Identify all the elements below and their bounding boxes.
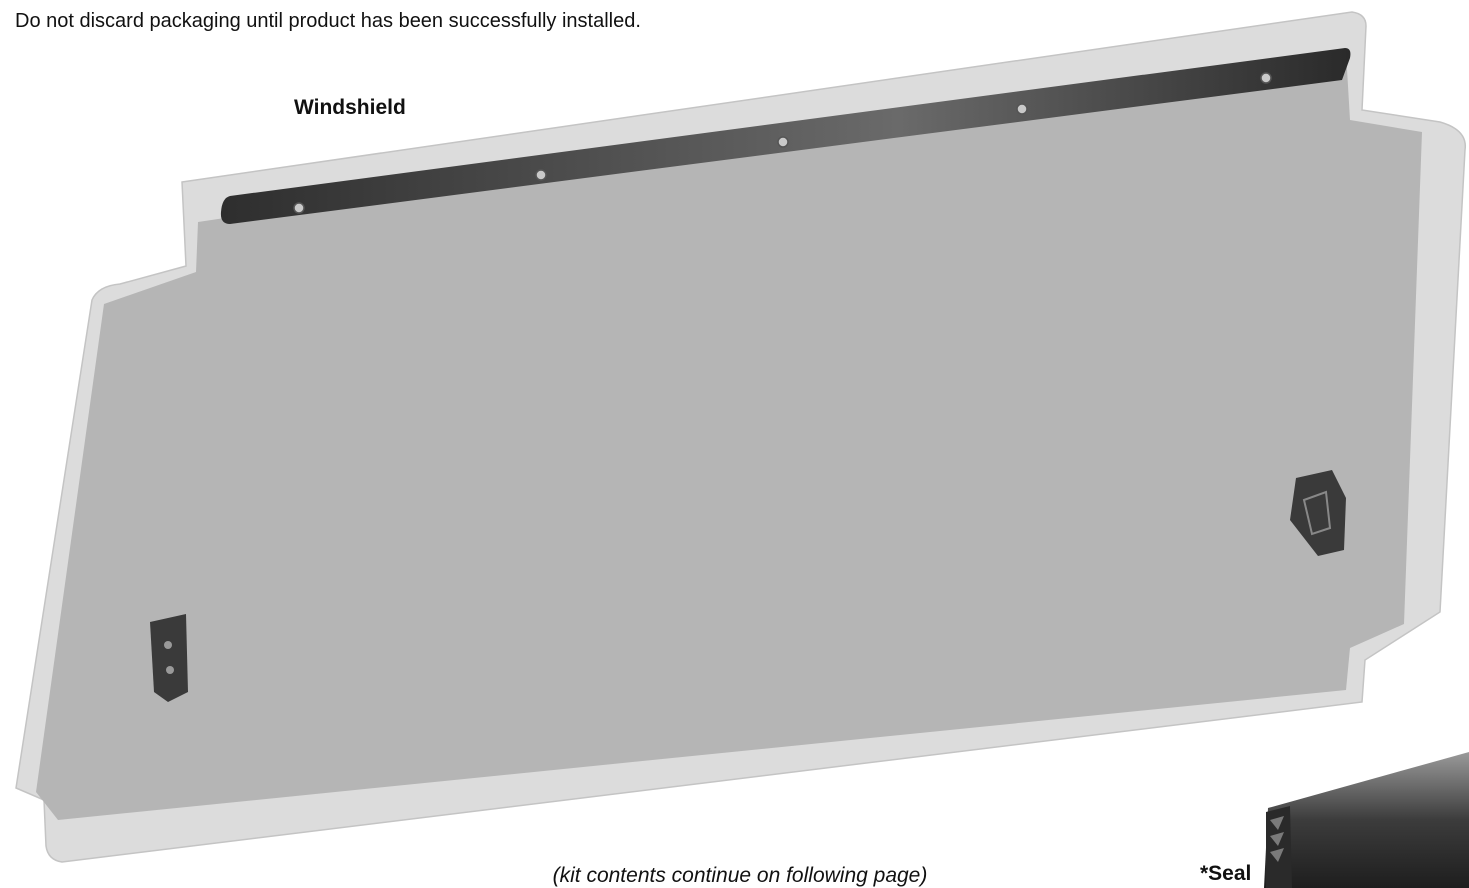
footer-note: (kit contents continue on following page… xyxy=(553,864,928,887)
right-bracket xyxy=(1290,470,1346,556)
seal-illustration xyxy=(1264,752,1469,888)
windshield-label: Windshield xyxy=(294,96,406,119)
left-bracket xyxy=(150,614,188,702)
notice: Do not discard packaging until product h… xyxy=(15,10,641,32)
windshield-illustration xyxy=(15,11,1467,863)
windshield-bar xyxy=(220,48,1351,224)
bolts xyxy=(293,72,1272,214)
seal-label: *Seal xyxy=(1200,862,1251,885)
windshield-panel xyxy=(36,52,1422,820)
